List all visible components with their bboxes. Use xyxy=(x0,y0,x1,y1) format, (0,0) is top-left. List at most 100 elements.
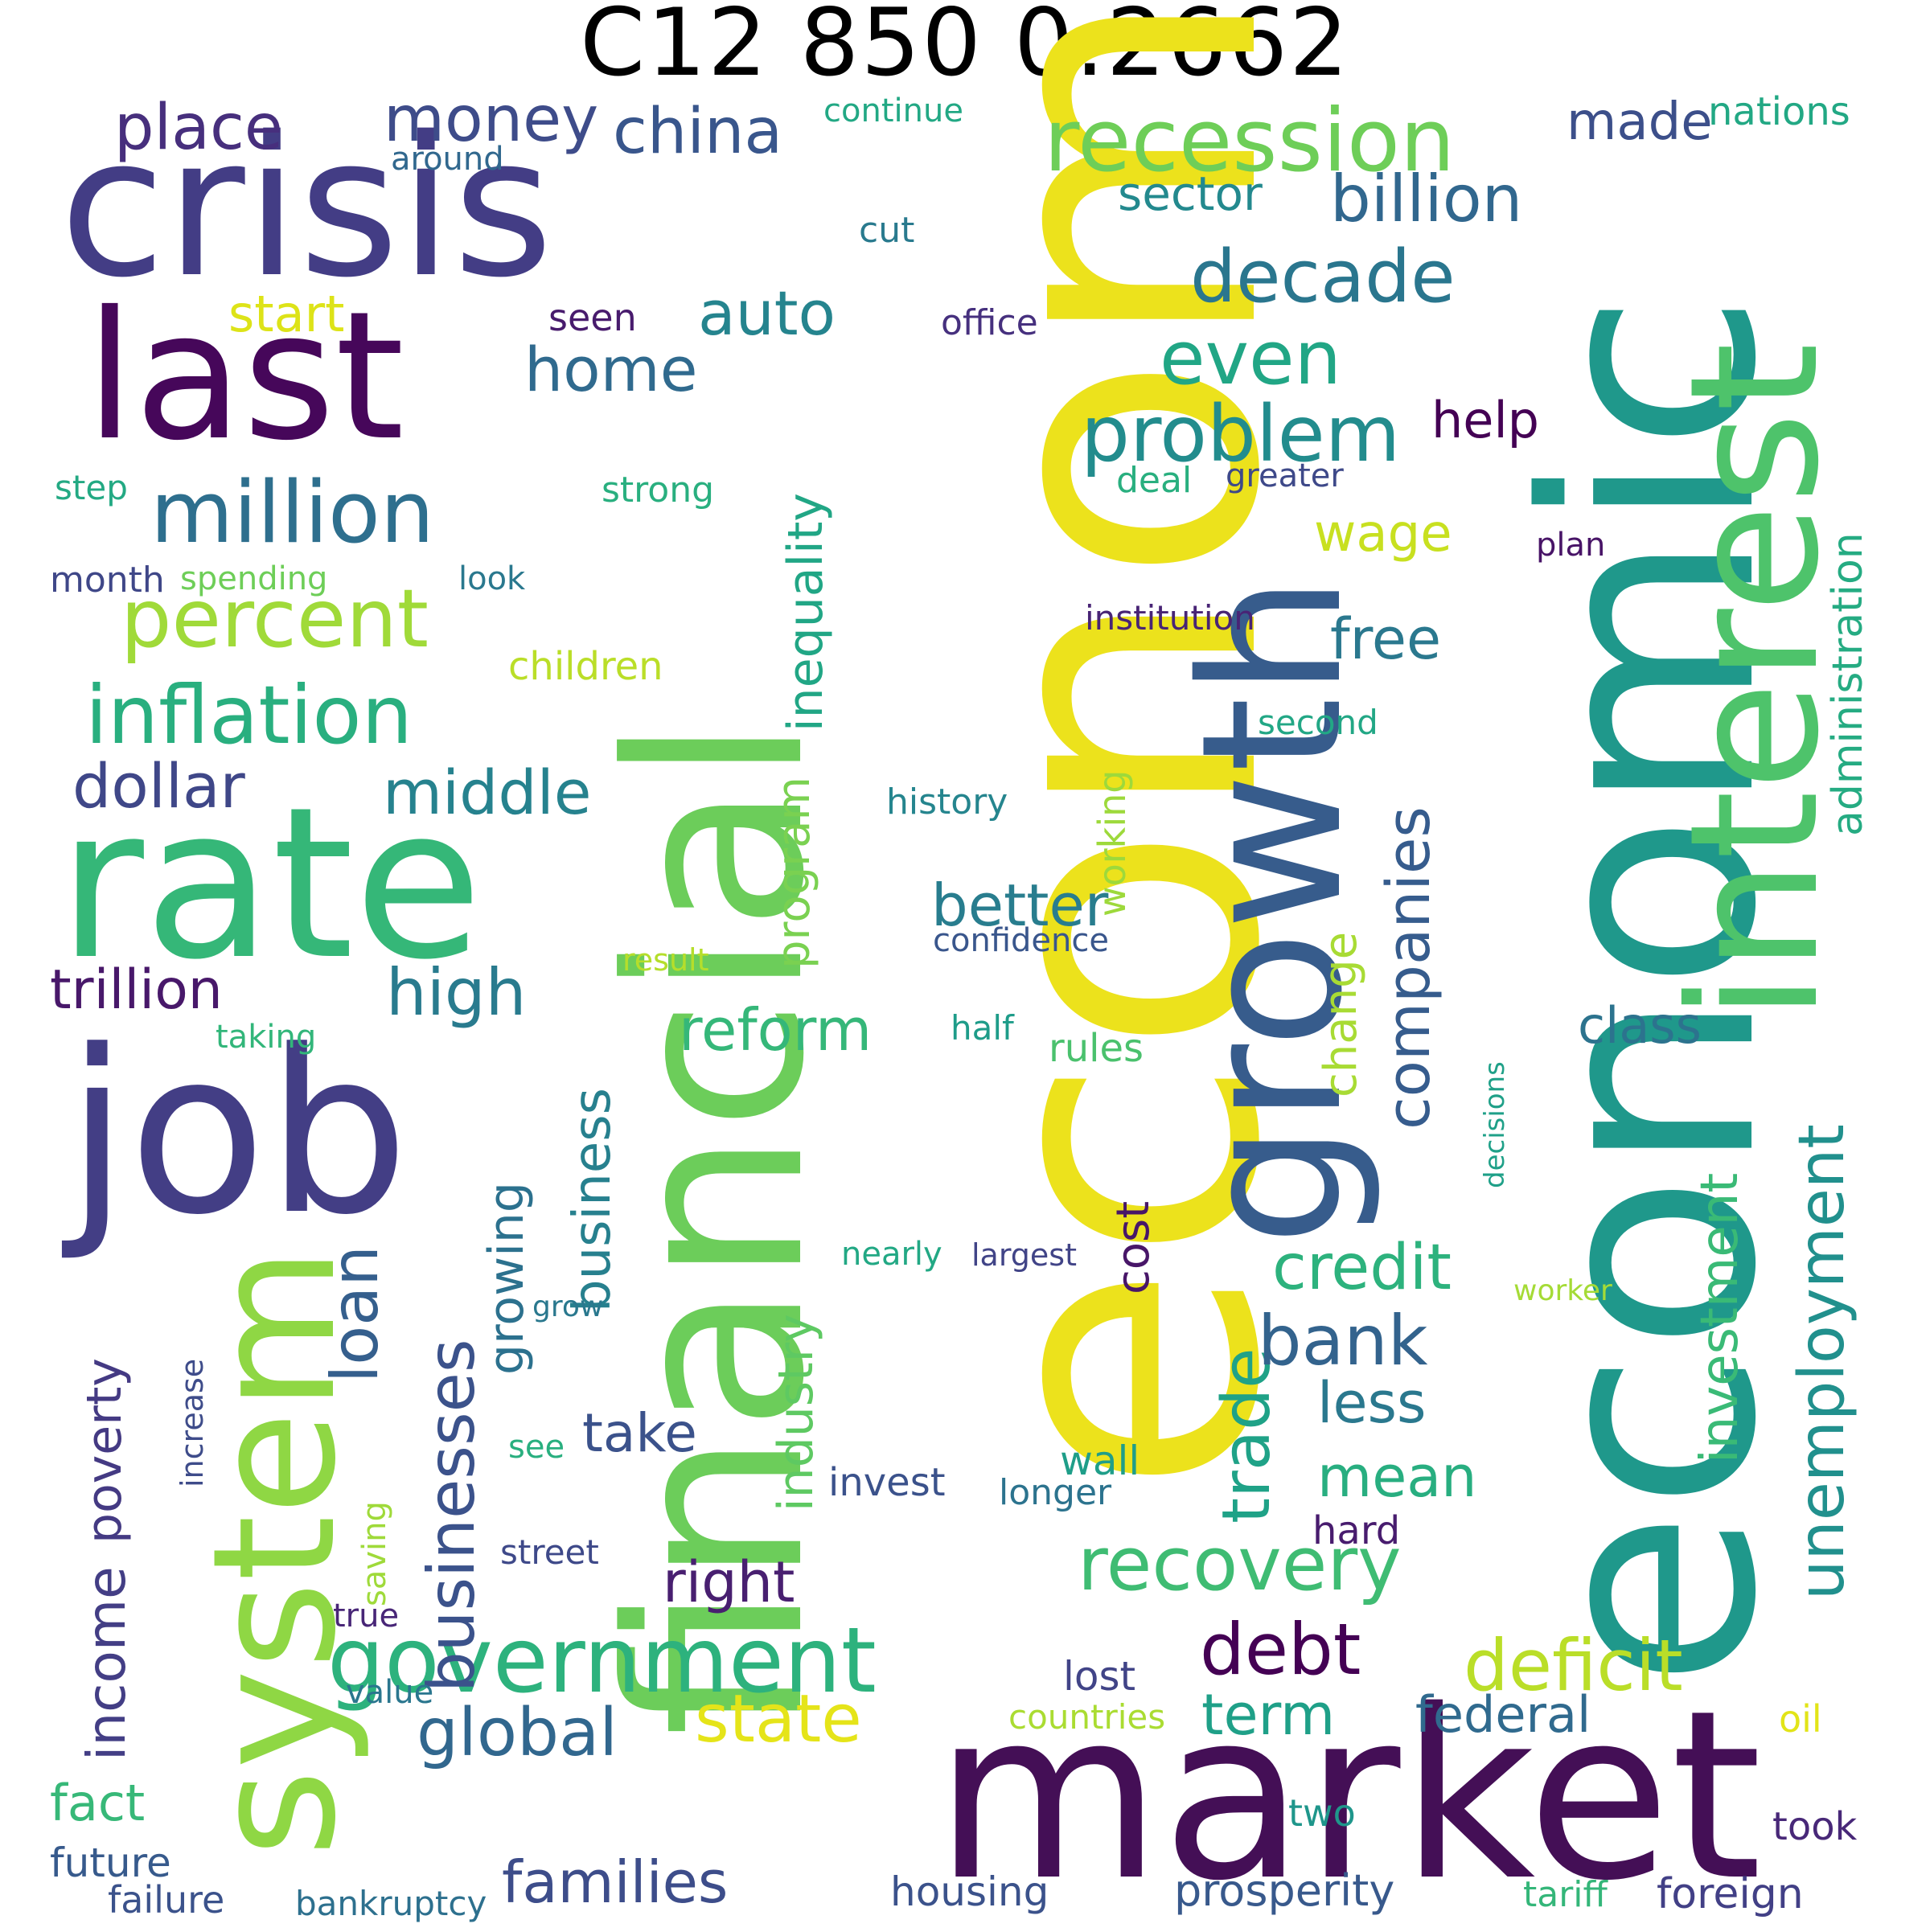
word-administration: administration xyxy=(1824,532,1872,836)
word-month: month xyxy=(50,560,165,601)
word-money: money xyxy=(384,84,599,156)
word-industry: industry xyxy=(768,1314,824,1512)
word-fact: fact xyxy=(50,1774,146,1832)
word-growth: growth xyxy=(1160,574,1385,1246)
word-increase: increase xyxy=(175,1358,210,1487)
word-term: term xyxy=(1201,1682,1336,1748)
word-longer: longer xyxy=(999,1472,1112,1513)
word-investment: investment xyxy=(1690,1172,1750,1463)
word-businesses: businesses xyxy=(414,1339,489,1692)
word-cost: cost xyxy=(1107,1200,1160,1294)
word-rules: rules xyxy=(1049,1026,1144,1071)
word-office: office xyxy=(941,302,1038,343)
word-failure: failure xyxy=(108,1878,225,1922)
word-working: working xyxy=(1090,769,1134,917)
word-lost: lost xyxy=(1063,1653,1136,1700)
word-government: government xyxy=(327,1609,877,1713)
word-largest: largest xyxy=(971,1237,1077,1273)
word-spending: spending xyxy=(180,560,328,597)
word-unemployment: unemployment xyxy=(1786,1124,1858,1600)
word-problem: problem xyxy=(1081,389,1401,479)
word-countries: countries xyxy=(1008,1697,1166,1737)
word-cut: cut xyxy=(859,210,915,251)
word-greater: greater xyxy=(1226,457,1344,494)
word-strong: strong xyxy=(602,470,715,511)
word-state: state xyxy=(695,1681,862,1758)
word-bank: bank xyxy=(1258,1301,1428,1381)
word-recovery: recovery xyxy=(1078,1521,1402,1607)
word-crisis: crisis xyxy=(60,95,554,320)
word-job: job xyxy=(66,1003,409,1265)
word-street: street xyxy=(500,1532,599,1572)
word-place: place xyxy=(114,92,283,164)
word-dollar: dollar xyxy=(72,750,245,822)
word-auto: auto xyxy=(698,277,836,349)
word-change: change xyxy=(1315,931,1367,1097)
word-oil: oil xyxy=(1779,1697,1822,1741)
word-prosperity: prosperity xyxy=(1174,1865,1395,1916)
word-seen: seen xyxy=(548,296,637,339)
word-second: second xyxy=(1258,703,1378,742)
word-plan: plan xyxy=(1536,527,1606,564)
word-inequality: inequality xyxy=(778,493,834,732)
word-grow: grow xyxy=(532,1290,604,1323)
word-decade: decade xyxy=(1190,235,1456,319)
word-percent: percent xyxy=(121,572,429,666)
word-business: business xyxy=(563,1088,622,1312)
word-around: around xyxy=(391,141,504,178)
word-wall: wall xyxy=(1060,1438,1140,1484)
word-middle: middle xyxy=(383,757,592,828)
word-start: start xyxy=(228,285,345,343)
word-trillion: trillion xyxy=(50,958,223,1022)
word-made: made xyxy=(1567,92,1713,152)
word-cloud: economy economic financial market crisis… xyxy=(50,0,1880,1932)
word-credit: credit xyxy=(1272,1232,1452,1304)
word-housing: housing xyxy=(890,1868,1049,1915)
word-reform: reform xyxy=(679,996,873,1064)
word-bankruptcy: bankruptcy xyxy=(295,1884,487,1923)
word-global: global xyxy=(417,1695,618,1771)
word-history: history xyxy=(886,781,1008,822)
word-hard: hard xyxy=(1312,1508,1401,1553)
word-home: home xyxy=(524,334,698,405)
word-even: even xyxy=(1160,315,1341,401)
word-rate: rate xyxy=(58,763,483,1006)
word-children: children xyxy=(508,644,663,689)
word-worker: worker xyxy=(1513,1274,1612,1307)
word-deal: deal xyxy=(1116,460,1193,501)
word-poverty: poverty xyxy=(76,1358,133,1544)
word-took: took xyxy=(1772,1804,1858,1849)
word-class: class xyxy=(1578,996,1702,1055)
word-market: market xyxy=(934,1661,1763,1932)
word-billion: billion xyxy=(1330,162,1523,236)
word-result: result xyxy=(622,942,709,978)
word-better: better xyxy=(931,872,1109,939)
word-two: two xyxy=(1288,1791,1356,1835)
word-true: true xyxy=(333,1598,400,1635)
word-step: step xyxy=(55,468,128,507)
word-continue: continue xyxy=(823,92,963,129)
word-last: last xyxy=(85,273,404,479)
word-deficit: deficit xyxy=(1464,1624,1683,1707)
word-high: high xyxy=(386,955,527,1030)
word-loan: loan xyxy=(318,1245,392,1383)
word-less: less xyxy=(1317,1370,1427,1436)
word-value: value xyxy=(346,1674,434,1711)
word-nations: nations xyxy=(1708,89,1850,134)
word-invest: invest xyxy=(828,1460,946,1505)
word-taking: taking xyxy=(216,1019,317,1056)
word-mean: mean xyxy=(1317,1444,1477,1510)
word-nearly: nearly xyxy=(841,1236,942,1273)
word-help: help xyxy=(1431,391,1540,449)
chart-title: C12 850 0.2662 xyxy=(580,0,1350,97)
word-program: program xyxy=(768,776,820,969)
word-see: see xyxy=(508,1429,565,1466)
word-interest: interest xyxy=(1652,342,1858,1021)
word-free: free xyxy=(1330,606,1442,672)
word-tariff: tariff xyxy=(1523,1874,1608,1915)
word-federal: federal xyxy=(1415,1685,1591,1744)
word-future: future xyxy=(50,1840,171,1886)
word-debt: debt xyxy=(1200,1608,1361,1691)
word-sector: sector xyxy=(1118,166,1263,221)
word-inflation: inflation xyxy=(85,668,413,762)
